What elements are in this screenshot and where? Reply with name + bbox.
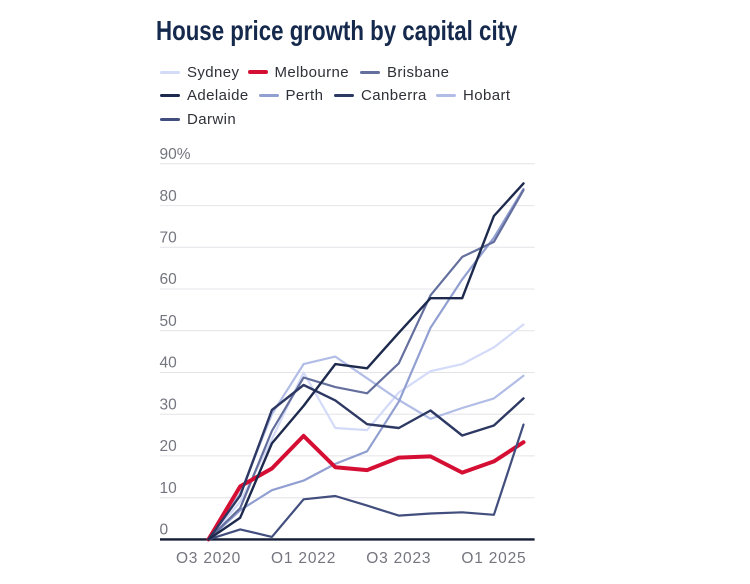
svg-text:0: 0: [160, 522, 169, 539]
svg-text:O3 2020: O3 2020: [176, 550, 241, 567]
svg-text:30: 30: [160, 396, 178, 413]
svg-text:O3 2023: O3 2023: [366, 550, 431, 567]
svg-text:40: 40: [160, 355, 178, 372]
svg-text:O1 2022: O1 2022: [271, 550, 336, 567]
svg-text:10: 10: [160, 480, 178, 497]
svg-text:50: 50: [160, 313, 178, 330]
svg-text:O1 2025: O1 2025: [461, 550, 526, 567]
svg-text:70: 70: [160, 230, 178, 247]
svg-text:20: 20: [160, 438, 178, 455]
svg-text:60: 60: [160, 271, 178, 288]
svg-text:90%: 90%: [160, 146, 191, 163]
svg-text:80: 80: [160, 188, 178, 205]
